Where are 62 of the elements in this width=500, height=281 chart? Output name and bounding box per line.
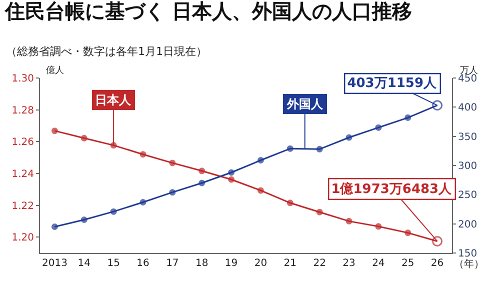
x-axis-title: （年） <box>454 258 484 270</box>
point <box>286 200 294 206</box>
point <box>257 187 264 194</box>
x-tick-label: 18 <box>195 258 208 269</box>
point <box>228 169 235 176</box>
point <box>316 208 323 216</box>
data-label: 1億1973万6483人 <box>331 181 453 198</box>
point <box>80 216 88 223</box>
y2-tick-label: 350 <box>458 132 478 143</box>
point <box>316 146 323 152</box>
point <box>346 218 352 224</box>
chart-title: 住民台帳に基づく 日本人、外国人の人口推移 <box>4 0 412 24</box>
x-tick-label: 19 <box>224 258 238 269</box>
x-tick-label: 20 <box>254 258 268 269</box>
point <box>375 124 382 131</box>
point <box>228 176 235 183</box>
x-tick-label: 17 <box>166 258 179 269</box>
x-tick-label: 15 <box>107 258 120 269</box>
x-tick-label: 22 <box>313 258 326 269</box>
data-label: 403万1159人 <box>347 76 438 92</box>
point <box>286 145 294 152</box>
point <box>375 223 382 230</box>
point <box>80 134 88 142</box>
point <box>110 142 117 149</box>
point <box>140 199 146 206</box>
point <box>169 160 176 166</box>
x-tick-label: 21 <box>284 258 297 269</box>
y-tick-label: 1.26 <box>12 137 34 148</box>
text: 日本人 <box>95 93 132 107</box>
chart-subtitle: （総務省調べ・数字は各年1月1日現在） <box>6 45 207 58</box>
point <box>51 224 58 230</box>
y-tick-label: 1.20 <box>12 232 34 244</box>
point <box>198 180 206 186</box>
point <box>257 157 264 164</box>
x-tick-label: 26 <box>430 258 444 269</box>
point <box>404 114 412 121</box>
y-tick-label: 1.28 <box>12 105 34 116</box>
x-tick-label: 16 <box>136 258 150 269</box>
point <box>140 151 146 158</box>
y2-tick-label: 200 <box>458 219 478 230</box>
y-axis-title: 億人 <box>46 65 64 76</box>
point <box>110 208 117 215</box>
point <box>169 189 176 196</box>
y2-axis-title: 万人 <box>460 65 478 76</box>
point <box>51 128 58 134</box>
y2-tick-label: 450 <box>458 74 478 84</box>
y2-tick-label: 150 <box>458 248 478 260</box>
x-tick-label: 23 <box>342 258 356 269</box>
y-tick-label: 1.30 <box>12 74 34 84</box>
y2-tick-label: 300 <box>458 161 478 172</box>
y2-tick-label: 250 <box>458 190 478 202</box>
x-tick-label: 25 <box>401 258 414 269</box>
text: 外国人 <box>286 97 324 111</box>
x-tick-label: 14 <box>78 258 91 269</box>
y-tick-label: 1.24 <box>12 168 34 180</box>
point <box>198 168 206 174</box>
point <box>404 230 412 236</box>
point <box>346 134 352 141</box>
y2-tick-label: 400 <box>458 102 478 114</box>
x-tick-label: 2013 <box>42 258 68 269</box>
x-tick-label: 24 <box>372 258 385 269</box>
y-tick-label: 1.22 <box>12 200 34 212</box>
